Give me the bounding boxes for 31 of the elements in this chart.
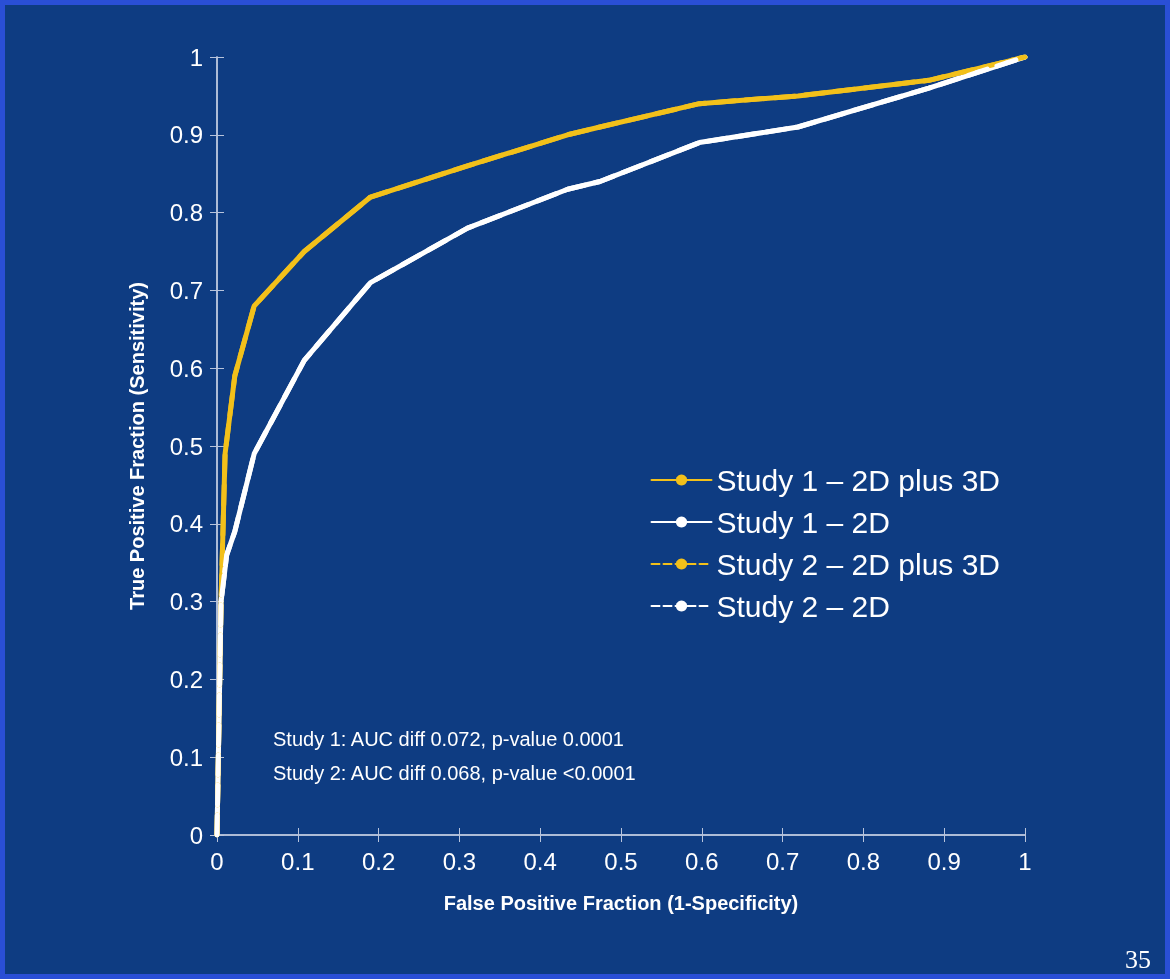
- legend-label: Study 1 – 2D plus 3D: [716, 463, 1001, 497]
- y-tick-label: 0.9: [169, 121, 203, 149]
- x-tick-label: 0.9: [927, 847, 961, 875]
- y-tick-label: 0.5: [169, 432, 203, 460]
- y-tick-label: 0.1: [169, 743, 203, 771]
- x-tick-label: 0.1: [281, 847, 315, 875]
- x-tick-label: 0.8: [846, 847, 881, 875]
- y-tick-label: 0.4: [169, 510, 203, 538]
- legend-label: Study 1 – 2D: [716, 505, 890, 539]
- y-tick-label: 1: [189, 43, 203, 71]
- legend-label: Study 2 – 2D plus 3D: [716, 547, 1001, 581]
- y-tick-label: 0.7: [169, 276, 203, 304]
- x-tick-label: 0.4: [523, 847, 557, 875]
- x-tick-label: 0.5: [604, 847, 638, 875]
- x-axis-title: False Positive Fraction (1-Specificity): [443, 892, 799, 914]
- x-tick-label: 1: [1018, 847, 1032, 875]
- annotation: Study 2: AUC diff 0.068, p-value <0.0001: [273, 762, 636, 784]
- x-tick-label: 0.2: [361, 847, 396, 875]
- y-tick-label: 0: [189, 821, 203, 849]
- y-tick-label: 0.6: [169, 354, 203, 382]
- y-axis-title: True Positive Fraction (Sensitivity): [126, 282, 148, 610]
- x-tick-label: 0.3: [442, 847, 477, 875]
- annotation: Study 1: AUC diff 0.072, p-value 0.0001: [273, 728, 624, 750]
- text: 35: [1125, 944, 1151, 974]
- y-tick-label: 0.2: [169, 665, 203, 693]
- x-tick-label: 0.7: [765, 847, 800, 875]
- x-tick-label: 0: [210, 847, 224, 875]
- x-tick-label: 0.6: [685, 847, 719, 875]
- y-tick-label: 0.3: [169, 588, 203, 616]
- y-tick-label: 0.8: [169, 199, 203, 227]
- legend-label: Study 2 – 2D: [716, 589, 890, 623]
